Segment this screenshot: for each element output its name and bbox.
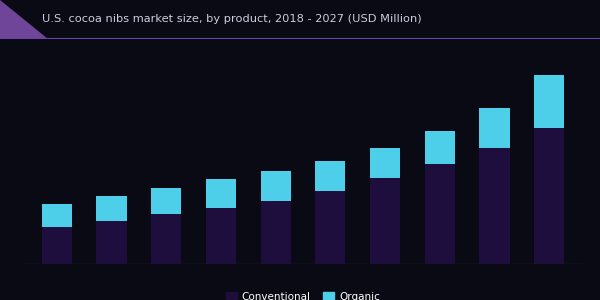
- Bar: [425, 164, 455, 264]
- Bar: [425, 131, 455, 164]
- Bar: [151, 214, 181, 264]
- Bar: [97, 221, 127, 264]
- Text: U.S. cocoa nibs market size, by product, 2018 - 2027 (USD Million): U.S. cocoa nibs market size, by product,…: [42, 14, 422, 25]
- Bar: [316, 161, 346, 191]
- Bar: [97, 196, 127, 221]
- Bar: [260, 171, 290, 201]
- Bar: [42, 227, 72, 264]
- Bar: [42, 204, 72, 227]
- Bar: [479, 108, 509, 148]
- Polygon shape: [0, 0, 48, 39]
- Bar: [534, 75, 564, 128]
- Bar: [151, 188, 181, 214]
- Bar: [206, 179, 236, 208]
- Legend: Conventional, Organic: Conventional, Organic: [222, 288, 384, 300]
- Bar: [534, 128, 564, 264]
- Bar: [206, 208, 236, 264]
- Bar: [260, 201, 290, 264]
- Bar: [370, 178, 400, 264]
- Bar: [370, 148, 400, 178]
- Bar: [479, 148, 509, 264]
- Bar: [316, 191, 346, 264]
